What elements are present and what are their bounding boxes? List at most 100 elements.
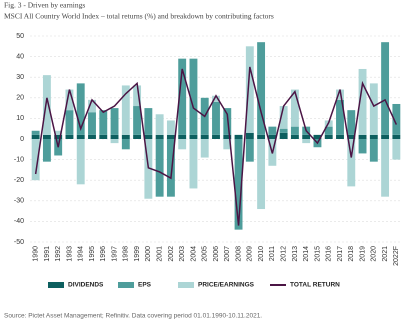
bar-segment bbox=[336, 134, 344, 139]
x-tick-label: 2021 bbox=[382, 246, 389, 262]
bar-segment bbox=[166, 139, 175, 197]
bar-segment bbox=[268, 126, 277, 135]
x-tick-label: 2007 bbox=[224, 246, 231, 262]
bar-segment bbox=[245, 132, 254, 139]
bar-segment bbox=[99, 134, 108, 139]
bar-segment bbox=[324, 126, 333, 135]
bar-segment bbox=[121, 134, 130, 139]
bar-segment bbox=[110, 108, 119, 135]
x-tick-label: 2005 bbox=[202, 246, 209, 262]
x-tick-label: 2006 bbox=[213, 246, 220, 262]
bar-segment bbox=[42, 134, 51, 139]
bar-segment bbox=[110, 139, 119, 144]
y-tick-label: -10 bbox=[14, 156, 24, 163]
x-tick-label: 1998 bbox=[123, 246, 130, 262]
bar-segment bbox=[88, 112, 96, 135]
bar-segment bbox=[212, 95, 220, 102]
bar-segment bbox=[76, 83, 85, 135]
bar-segment bbox=[245, 139, 254, 162]
x-tick-label: 2016 bbox=[326, 246, 333, 262]
bar-segment bbox=[178, 58, 187, 135]
bar-segment bbox=[336, 89, 344, 100]
bar-segment bbox=[155, 139, 164, 197]
bar-segment bbox=[381, 42, 390, 135]
bar-segment bbox=[302, 139, 311, 144]
bar-segment bbox=[369, 83, 378, 135]
x-tick-label: 2019 bbox=[359, 246, 366, 262]
bar-segment bbox=[347, 134, 356, 139]
x-tick-label: 2022F bbox=[393, 246, 400, 266]
bar-segment bbox=[178, 134, 187, 139]
bar-segment bbox=[268, 134, 277, 139]
bar-segment bbox=[290, 134, 299, 139]
bar-segment bbox=[279, 128, 288, 133]
bar-segment bbox=[133, 106, 142, 135]
legend-label: DIVIDENDS bbox=[68, 282, 104, 289]
bar-segment bbox=[144, 134, 153, 139]
legend-swatch bbox=[48, 282, 64, 288]
bar-segment bbox=[31, 130, 40, 135]
bar-segment bbox=[189, 139, 198, 189]
bar-segment bbox=[234, 134, 243, 139]
x-tick-label: 1993 bbox=[66, 246, 73, 262]
bar-segment bbox=[155, 114, 164, 135]
bar-segment bbox=[358, 68, 367, 135]
y-tick-label: 40 bbox=[16, 53, 24, 60]
bar-segment bbox=[358, 134, 367, 139]
bar-segment bbox=[257, 139, 266, 210]
x-tick-label: 2003 bbox=[179, 246, 186, 262]
y-tick-label: 50 bbox=[16, 33, 24, 40]
bar-segment bbox=[42, 139, 51, 162]
x-tick-label: 2020 bbox=[371, 246, 378, 262]
x-tick-label: 2018 bbox=[348, 246, 355, 262]
legend-label: EPS bbox=[138, 282, 152, 289]
bar-segment bbox=[76, 139, 85, 185]
y-tick-label: -50 bbox=[14, 239, 24, 246]
x-tick-label: 1994 bbox=[78, 246, 85, 262]
bar-segment bbox=[155, 134, 164, 139]
bar-segment bbox=[324, 134, 333, 139]
y-tick-label: 0 bbox=[20, 136, 24, 143]
y-tick-label: 30 bbox=[16, 74, 24, 81]
bar-segment bbox=[133, 85, 142, 107]
bar-segment bbox=[133, 134, 142, 139]
bar-segment bbox=[257, 42, 266, 135]
bar-segment bbox=[347, 110, 356, 135]
bar-segment bbox=[381, 134, 390, 139]
x-tick-label: 2013 bbox=[292, 246, 299, 262]
bar-segment bbox=[223, 139, 232, 150]
x-tick-label: 2002 bbox=[168, 246, 175, 262]
source: Source: Pictet Asset Management; Refinit… bbox=[4, 313, 262, 320]
bar-segment bbox=[200, 134, 209, 139]
bar-segment bbox=[392, 134, 401, 139]
bar-segment bbox=[223, 134, 232, 139]
chart-subtitle: MSCI All Country World Index – total ret… bbox=[4, 12, 274, 21]
bar-segment bbox=[31, 134, 40, 139]
bar-segment bbox=[99, 110, 108, 135]
bar-segment bbox=[369, 134, 378, 139]
bar-segment bbox=[212, 101, 220, 135]
bar-segment bbox=[290, 126, 299, 135]
x-tick-label: 2015 bbox=[314, 246, 321, 262]
y-tick-label: 20 bbox=[16, 95, 24, 102]
x-tick-label: 2017 bbox=[337, 246, 344, 262]
bar-segment bbox=[245, 46, 254, 133]
bar-segment bbox=[392, 103, 401, 135]
bar-segment bbox=[369, 139, 378, 162]
x-tick-label: 2009 bbox=[247, 246, 254, 262]
bar-segment bbox=[166, 134, 175, 139]
y-tick-label: -40 bbox=[14, 218, 24, 225]
bar-segment bbox=[257, 134, 266, 139]
bar-segment bbox=[88, 134, 96, 139]
x-tick-label: 2004 bbox=[190, 246, 197, 262]
y-tick-label: -20 bbox=[14, 177, 24, 184]
legend-label: TOTAL RETURN bbox=[290, 282, 340, 289]
bar-segment bbox=[212, 134, 220, 139]
x-tick-label: 1996 bbox=[100, 246, 107, 262]
bar-segment bbox=[110, 134, 119, 139]
x-tick-label: 2014 bbox=[303, 246, 310, 262]
bar-segment bbox=[88, 99, 96, 113]
bar-segment bbox=[290, 89, 299, 127]
bar-segment bbox=[65, 89, 74, 111]
